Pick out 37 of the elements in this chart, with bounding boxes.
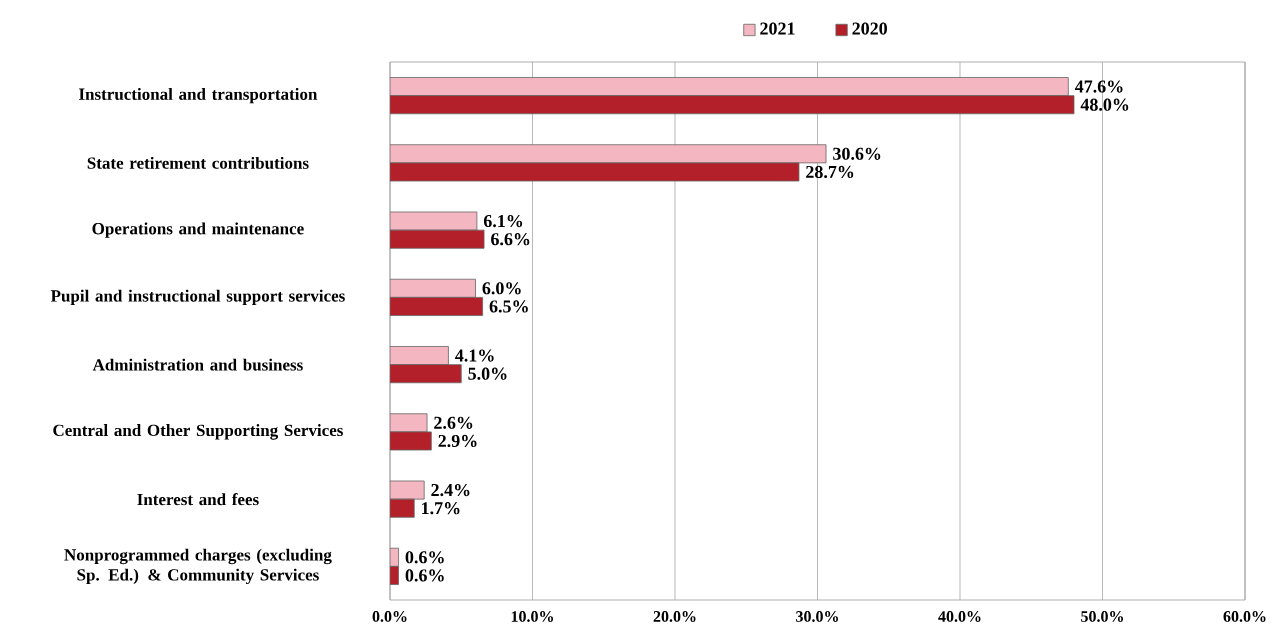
x-tick-label: 30.0% (796, 611, 838, 622)
y-tick-label: Central and Other Supporting Services (53, 424, 343, 440)
x-tick-label: 10.0% (511, 611, 553, 622)
y-tick-label: Administration and business (92, 358, 303, 371)
legend-label: 2021 (760, 22, 795, 35)
data-label: 2.4% (431, 483, 470, 497)
data-label: 6.1% (483, 214, 523, 228)
x-tick-label: 50.0% (1081, 611, 1123, 622)
y-tick-label: Nonprogrammed charges (excluding Sp. Ed.) & Community Services (64, 548, 332, 585)
bar (389, 95, 1075, 115)
x-tick-label: 60.0% (1223, 611, 1266, 622)
y-tick-label: State retirement contributions (87, 156, 309, 169)
y-tick-label: Interest and fees (137, 493, 259, 506)
data-label: 1.7% (422, 502, 460, 515)
data-label: 5.0% (468, 367, 507, 380)
x-tick-label: 0.0% (372, 611, 407, 622)
bar (389, 229, 485, 249)
data-label: 4.1% (455, 349, 494, 362)
data-label: 47.6% (1074, 80, 1123, 93)
y-tick-label: Operations and maintenance (92, 222, 304, 238)
data-label: 0.6% (405, 569, 444, 582)
y-tick-label: Pupil and instructional support services (50, 289, 345, 306)
data-label: 30.6% (833, 147, 881, 160)
x-tick-label: 20.0% (653, 611, 696, 622)
data-label: 2.6% (434, 416, 473, 429)
data-label: 0.6% (405, 551, 444, 564)
x-tick-label: 40.0% (938, 611, 981, 622)
data-label: 48.0% (1080, 98, 1129, 111)
data-label: 6.0% (482, 282, 521, 295)
bar (389, 296, 484, 316)
data-label: 28.7% (806, 165, 854, 179)
bar (389, 364, 462, 384)
data-label: 2.9% (438, 434, 477, 448)
y-tick-label: Instructional and transportation (79, 87, 318, 104)
data-label: 6.6% (491, 233, 530, 246)
legend-label: 2020 (852, 22, 887, 35)
data-label: 6.5% (489, 300, 528, 313)
